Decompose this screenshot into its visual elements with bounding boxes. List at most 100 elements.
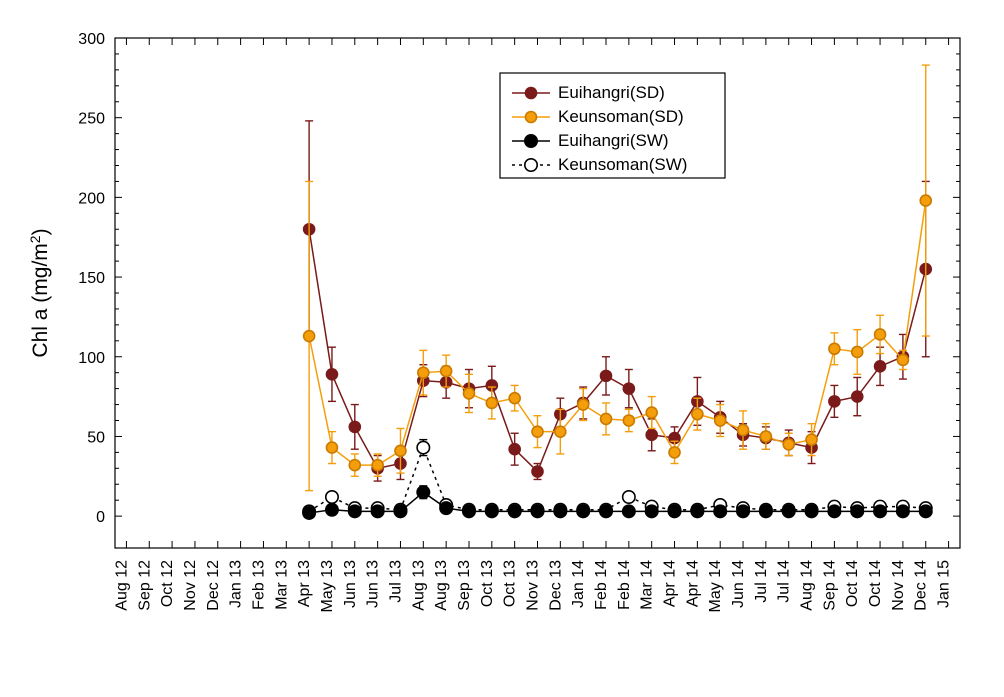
data-point bbox=[669, 447, 680, 458]
xtick-label: Aug 13 bbox=[410, 560, 427, 611]
data-point bbox=[531, 505, 543, 517]
xtick-label: Dec 12 bbox=[205, 560, 222, 611]
data-point bbox=[623, 383, 634, 394]
xtick-label: Jun 13 bbox=[342, 560, 359, 608]
data-point bbox=[829, 396, 840, 407]
data-point bbox=[440, 502, 452, 514]
xtick-label: Jun 13 bbox=[365, 560, 382, 608]
ytick-label: 150 bbox=[78, 270, 105, 287]
data-point bbox=[737, 505, 749, 517]
chla-chart: 050100150200250300Chl a (mg/m2)Aug 12Sep… bbox=[0, 0, 1004, 697]
data-point bbox=[532, 466, 543, 477]
data-point bbox=[691, 505, 703, 517]
data-point bbox=[829, 343, 840, 354]
xtick-label: Aug 14 bbox=[799, 560, 816, 611]
data-point bbox=[326, 491, 338, 503]
data-point bbox=[555, 426, 566, 437]
data-point bbox=[349, 460, 360, 471]
xtick-label: Jul 13 bbox=[387, 560, 404, 603]
ytick-label: 250 bbox=[78, 111, 105, 128]
legend-label: Keunsoman(SD) bbox=[558, 107, 684, 126]
data-point bbox=[349, 505, 361, 517]
y-axis-label: Chl a (mg/m2) bbox=[27, 228, 52, 357]
xtick-label: Sep 14 bbox=[821, 560, 838, 611]
data-point bbox=[714, 505, 726, 517]
xtick-label: Dec 14 bbox=[913, 560, 930, 611]
xtick-label: Mar 13 bbox=[273, 560, 290, 610]
data-point bbox=[508, 505, 520, 517]
data-point bbox=[509, 444, 520, 455]
xtick-label: Oct 14 bbox=[844, 560, 861, 607]
data-point bbox=[441, 366, 452, 377]
xtick-label: Nov 12 bbox=[182, 560, 199, 611]
xtick-label: Jan 13 bbox=[228, 560, 245, 608]
xtick-label: Oct 13 bbox=[479, 560, 496, 607]
legend-marker bbox=[526, 112, 537, 123]
legend: Euihangri(SD)Keunsoman(SD)Euihangri(SW)K… bbox=[500, 73, 725, 178]
xtick-label: Oct 14 bbox=[867, 560, 884, 607]
xtick-label: Jun 14 bbox=[730, 560, 747, 608]
data-point bbox=[417, 486, 429, 498]
data-point bbox=[851, 505, 863, 517]
data-point bbox=[601, 413, 612, 424]
ytick-label: 200 bbox=[78, 190, 105, 207]
data-point bbox=[646, 407, 657, 418]
xtick-label: Nov 13 bbox=[525, 560, 542, 611]
data-point bbox=[601, 370, 612, 381]
data-point bbox=[372, 460, 383, 471]
data-point bbox=[806, 434, 817, 445]
data-point bbox=[578, 399, 589, 410]
data-point bbox=[692, 409, 703, 420]
data-point bbox=[783, 439, 794, 450]
xtick-label: May 14 bbox=[707, 560, 724, 613]
legend-marker bbox=[525, 159, 537, 171]
data-point bbox=[828, 505, 840, 517]
legend-label: Euihangri(SW) bbox=[558, 131, 669, 150]
xtick-label: Feb 14 bbox=[593, 560, 610, 610]
xtick-label: Mar 14 bbox=[639, 560, 656, 610]
data-point bbox=[463, 505, 475, 517]
data-point bbox=[371, 505, 383, 517]
legend-label: Keunsoman(SW) bbox=[558, 155, 687, 174]
xtick-label: Nov 14 bbox=[890, 560, 907, 611]
data-point bbox=[715, 415, 726, 426]
ytick-label: 100 bbox=[78, 350, 105, 367]
data-point bbox=[852, 391, 863, 402]
data-point bbox=[760, 505, 772, 517]
data-point bbox=[920, 505, 932, 517]
data-point bbox=[326, 369, 337, 380]
data-point bbox=[326, 442, 337, 453]
data-point bbox=[875, 361, 886, 372]
xtick-label: Jul 14 bbox=[776, 560, 793, 603]
legend-marker bbox=[525, 135, 537, 147]
xtick-label: Aug 12 bbox=[113, 560, 130, 611]
xtick-label: Sep 13 bbox=[456, 560, 473, 611]
data-point bbox=[303, 507, 315, 519]
xtick-label: Feb 14 bbox=[616, 560, 633, 610]
xtick-label: Jul 14 bbox=[753, 560, 770, 603]
data-point bbox=[646, 429, 657, 440]
data-point bbox=[463, 388, 474, 399]
data-point bbox=[852, 346, 863, 357]
data-point bbox=[760, 431, 771, 442]
data-point bbox=[418, 367, 429, 378]
data-point bbox=[897, 505, 909, 517]
data-point bbox=[486, 505, 498, 517]
data-point bbox=[554, 505, 566, 517]
xtick-label: May 13 bbox=[319, 560, 336, 613]
data-point bbox=[623, 491, 635, 503]
xtick-label: Apr 13 bbox=[296, 560, 313, 607]
ytick-label: 300 bbox=[78, 31, 105, 48]
xtick-label: Oct 13 bbox=[502, 560, 519, 607]
xtick-label: Jan 15 bbox=[936, 560, 953, 608]
data-point bbox=[623, 505, 635, 517]
data-point bbox=[349, 421, 360, 432]
data-point bbox=[623, 415, 634, 426]
data-point bbox=[875, 329, 886, 340]
data-point bbox=[577, 505, 589, 517]
data-point bbox=[738, 425, 749, 436]
data-point bbox=[395, 445, 406, 456]
xtick-label: Dec 13 bbox=[547, 560, 564, 611]
xtick-label: Oct 12 bbox=[159, 560, 176, 607]
xtick-label: Sep 12 bbox=[136, 560, 153, 611]
